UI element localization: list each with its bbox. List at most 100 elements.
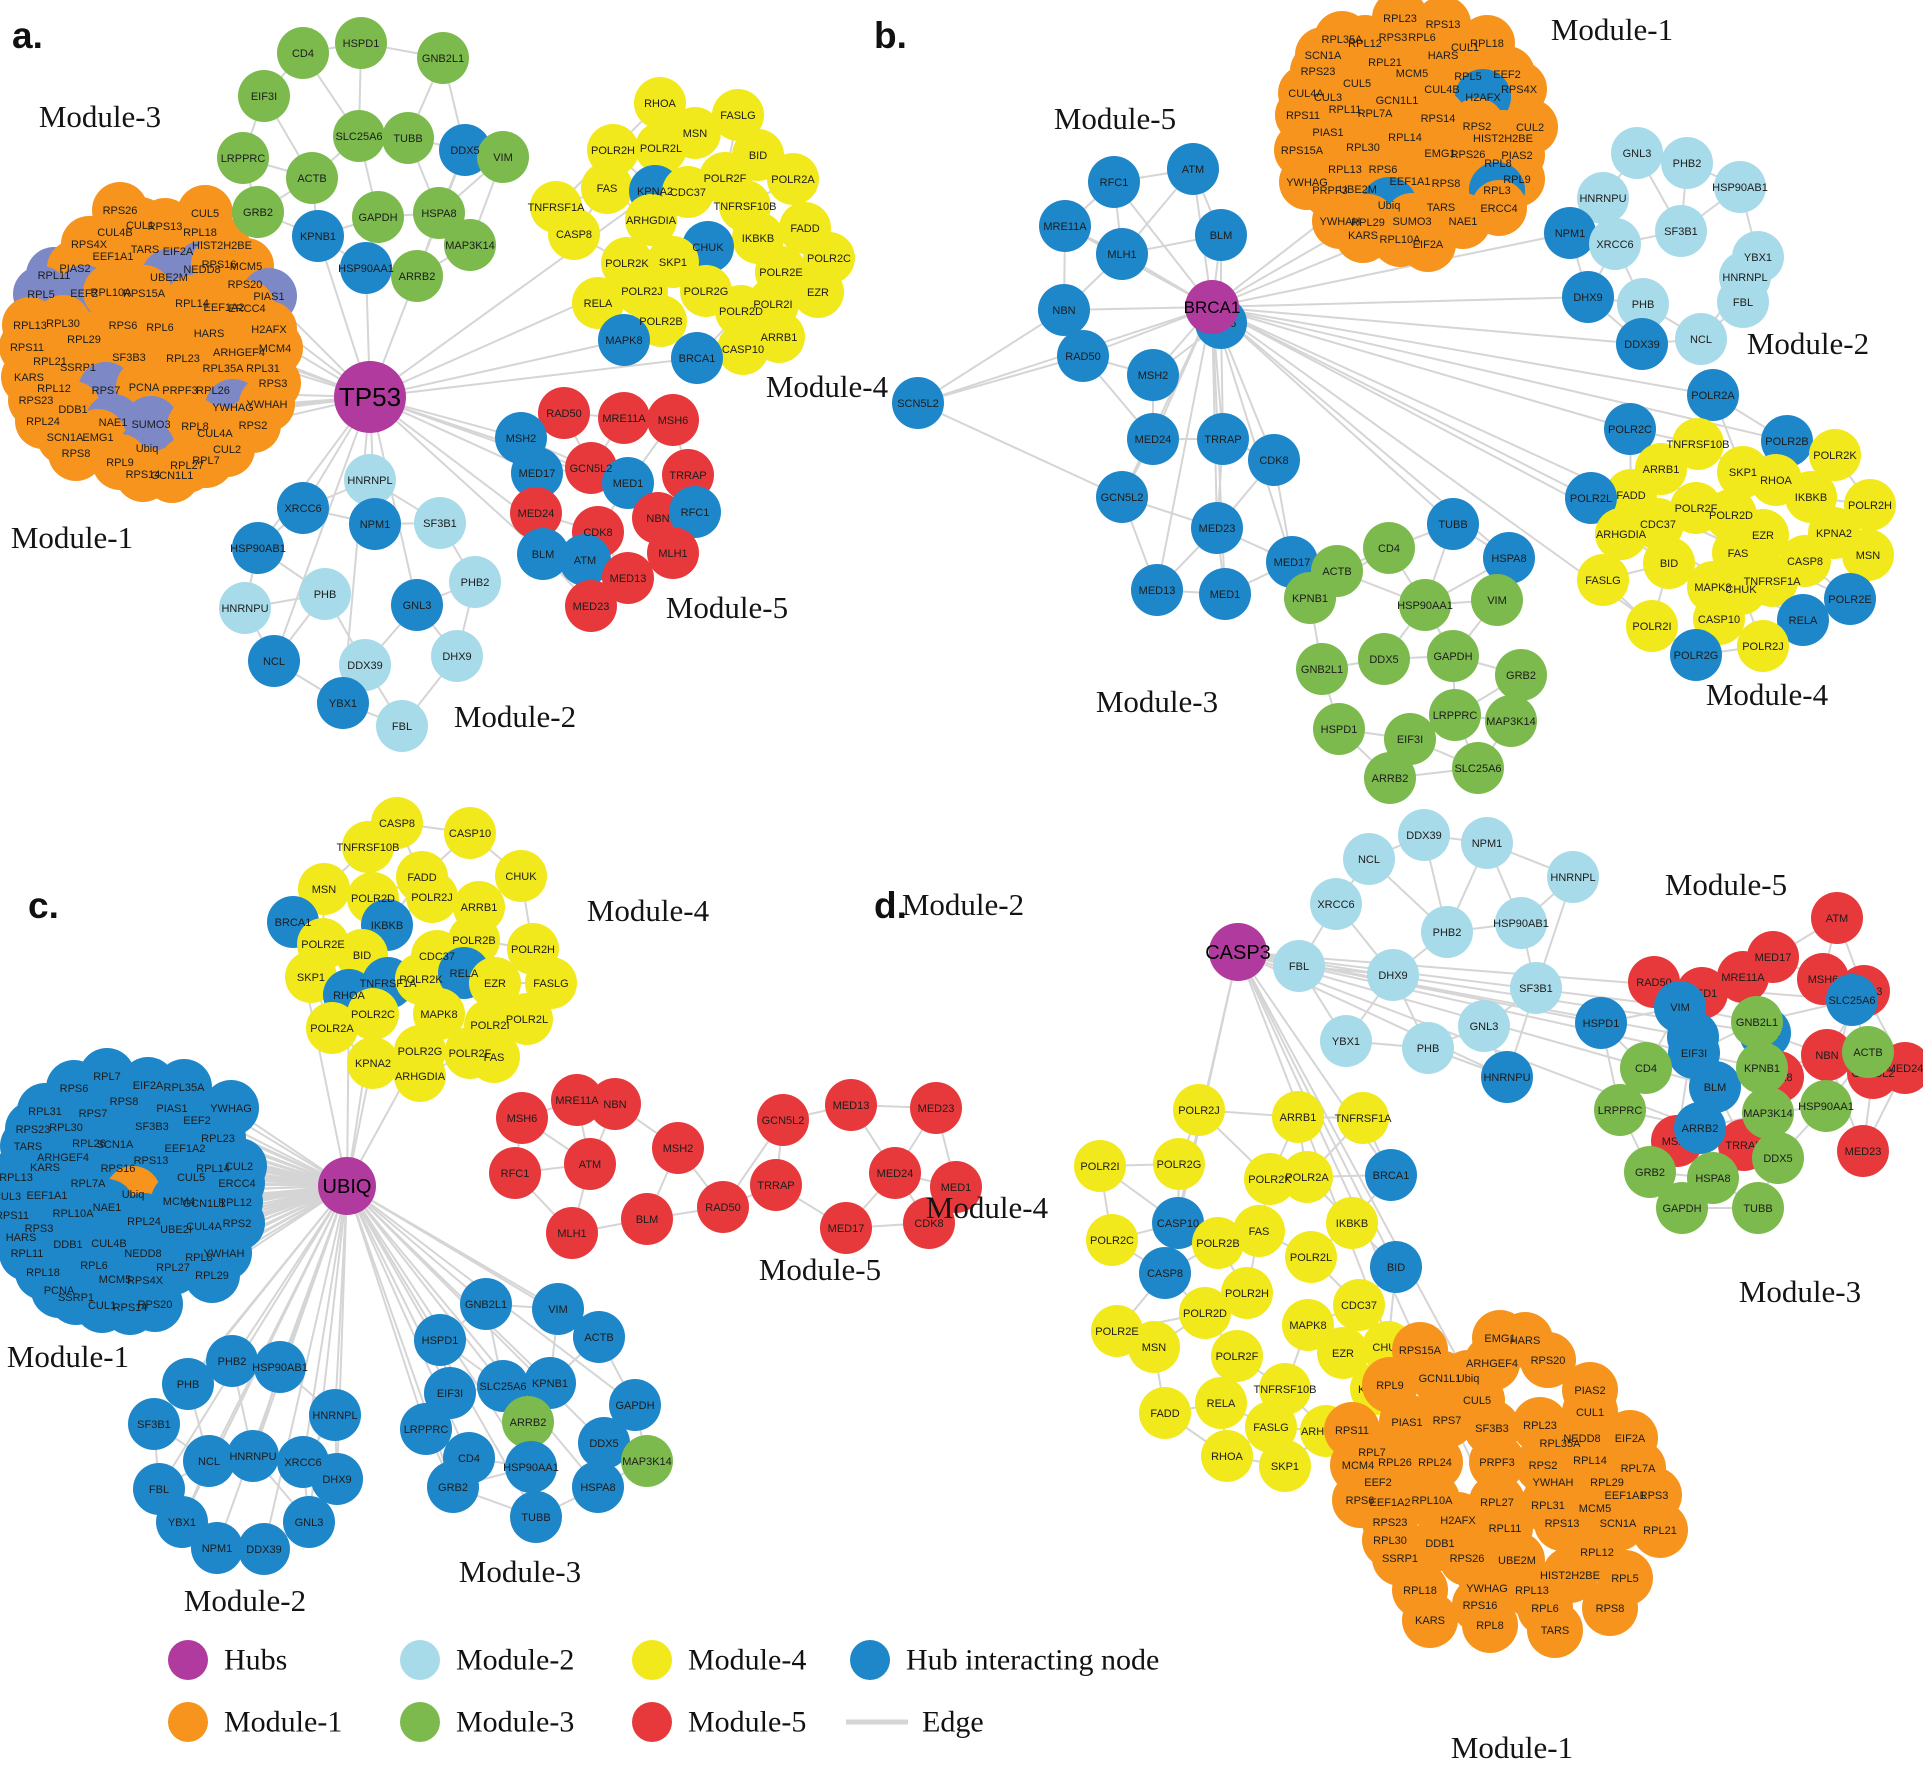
node-HSPD1[interactable] <box>414 1314 466 1366</box>
node-HSPD1[interactable] <box>1313 703 1365 755</box>
node-HSP90AB1[interactable] <box>232 522 284 574</box>
node-NCL[interactable] <box>248 635 300 687</box>
node-MSN[interactable] <box>1842 529 1894 581</box>
node-DDX39[interactable] <box>1398 809 1450 861</box>
node-SF3B1[interactable] <box>128 1398 180 1450</box>
node-EIF3I[interactable] <box>238 70 290 122</box>
node-CHUK[interactable] <box>495 850 547 902</box>
node-HSP90AA1[interactable] <box>340 242 392 294</box>
node-TNFRSF10B[interactable] <box>342 821 394 873</box>
node-DDX39[interactable] <box>339 639 391 691</box>
node-MED13[interactable] <box>825 1079 877 1131</box>
node-MED23[interactable] <box>1191 502 1243 554</box>
node-HSP90AB1[interactable] <box>1714 161 1766 213</box>
node-GNB2L1[interactable] <box>417 32 469 84</box>
node-DHX9[interactable] <box>311 1453 363 1505</box>
node-RAD50[interactable] <box>1057 330 1109 382</box>
node-GRB2[interactable] <box>427 1461 479 1513</box>
node-MED24[interactable] <box>869 1147 921 1199</box>
node-NCL[interactable] <box>1343 833 1395 885</box>
node-POLR2A[interactable] <box>767 153 819 205</box>
node-LRPPRC[interactable] <box>1429 689 1481 741</box>
node-GCN1L1[interactable] <box>144 447 200 503</box>
node-POLR2I[interactable] <box>1626 600 1678 652</box>
node-PHB[interactable] <box>1617 278 1669 330</box>
node-BID[interactable] <box>1370 1241 1422 1293</box>
node-SF3B1[interactable] <box>1655 205 1707 257</box>
node-ATM[interactable] <box>564 1138 616 1190</box>
node-BRCA1[interactable] <box>671 332 723 384</box>
node-CD4[interactable] <box>1363 522 1415 574</box>
node-PHB[interactable] <box>299 568 351 620</box>
node-DDX5[interactable] <box>578 1417 630 1469</box>
node-MLH1[interactable] <box>546 1207 598 1259</box>
node-RPS20[interactable] <box>127 1276 183 1332</box>
node-XRCC6[interactable] <box>1310 878 1362 930</box>
node-POLR2D[interactable] <box>715 285 767 337</box>
node-NPM1[interactable] <box>1544 207 1596 259</box>
node-GNB2L1[interactable] <box>1731 996 1783 1048</box>
node-RELA[interactable] <box>1777 594 1829 646</box>
node-BLM[interactable] <box>621 1193 673 1245</box>
hub-node-UBIQ[interactable] <box>318 1157 376 1215</box>
node-HSP90AA1[interactable] <box>505 1441 557 1493</box>
node-MSN[interactable] <box>1128 1321 1180 1373</box>
node-MED13[interactable] <box>602 552 654 604</box>
node-NBN[interactable] <box>589 1078 641 1130</box>
node-MLH1[interactable] <box>1096 228 1148 280</box>
node-POLR2C[interactable] <box>1604 403 1656 455</box>
node-GRB2[interactable] <box>232 186 284 238</box>
node-HNRNPU[interactable] <box>227 1430 279 1482</box>
node-POLR2C[interactable] <box>347 988 399 1040</box>
node-KPNB1[interactable] <box>524 1357 576 1409</box>
node-CDC37[interactable] <box>662 166 714 218</box>
node-HNRNPL[interactable] <box>1547 851 1599 903</box>
node-TNFRSF1A[interactable] <box>1746 555 1798 607</box>
node-RPS15A[interactable] <box>1392 1322 1448 1378</box>
node-DDX5[interactable] <box>1752 1132 1804 1184</box>
node-FASLG[interactable] <box>712 89 764 141</box>
node-MSH6[interactable] <box>647 394 699 446</box>
node-ARRB2[interactable] <box>502 1396 554 1448</box>
node-ACTB[interactable] <box>573 1311 625 1363</box>
node-POLR2I[interactable] <box>1074 1140 1126 1192</box>
node-MSH2[interactable] <box>652 1122 704 1174</box>
node-POLR2E[interactable] <box>1824 573 1876 625</box>
node-CASP8[interactable] <box>548 208 600 260</box>
node-POLR2C[interactable] <box>1086 1214 1138 1266</box>
node-KPNB1[interactable] <box>1736 1042 1788 1094</box>
node-POLR2H[interactable] <box>1221 1267 1273 1319</box>
node-IKBKB[interactable] <box>1326 1197 1378 1249</box>
node-GNL3[interactable] <box>283 1496 335 1548</box>
node-RELA[interactable] <box>1195 1377 1247 1429</box>
node-NBN[interactable] <box>1801 1029 1853 1081</box>
node-DHX9[interactable] <box>1367 949 1419 1001</box>
node-MED1[interactable] <box>1199 568 1251 620</box>
node-HSP90AB1[interactable] <box>254 1341 306 1393</box>
node-ARHGDIA[interactable] <box>394 1050 446 1102</box>
node-DDX39[interactable] <box>1616 318 1668 370</box>
node-GAPDH[interactable] <box>609 1379 661 1431</box>
node-ARRB1[interactable] <box>1272 1091 1324 1143</box>
node-MSH2[interactable] <box>1127 349 1179 401</box>
node-GNB2L1[interactable] <box>1296 643 1348 695</box>
node-POLR2K[interactable] <box>1809 429 1861 481</box>
node-TRRAP[interactable] <box>1197 413 1249 465</box>
node-MED1[interactable] <box>930 1161 982 1213</box>
node-SLC25A6[interactable] <box>333 110 385 162</box>
node-POLR2L[interactable] <box>1285 1231 1337 1283</box>
node-TUBB[interactable] <box>382 112 434 164</box>
node-NCL[interactable] <box>183 1435 235 1487</box>
node-CD4[interactable] <box>1620 1042 1672 1094</box>
node-RPS8[interactable] <box>1582 1580 1638 1636</box>
node-GRB2[interactable] <box>1495 649 1547 701</box>
node-MED13[interactable] <box>1131 564 1183 616</box>
node-HNRNPL[interactable] <box>309 1389 361 1441</box>
node-NPM1[interactable] <box>349 498 401 550</box>
node-MAP3K14[interactable] <box>1742 1087 1794 1139</box>
node-VIM[interactable] <box>532 1283 584 1335</box>
node-GAPDH[interactable] <box>352 191 404 243</box>
node-ARRB1[interactable] <box>753 311 805 363</box>
node-TARS[interactable] <box>1527 1602 1583 1658</box>
node-PHB2[interactable] <box>1421 906 1473 958</box>
